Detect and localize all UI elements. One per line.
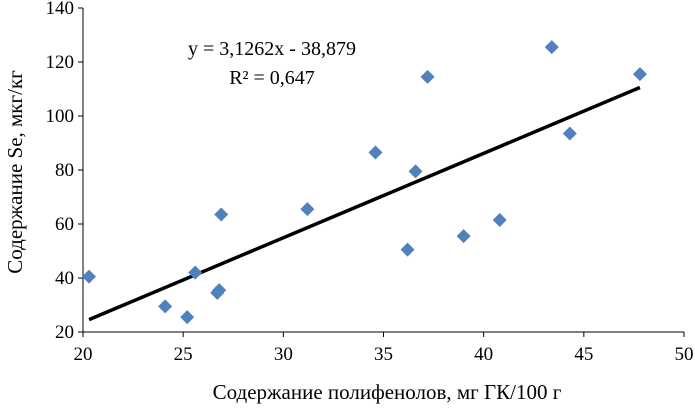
- data-point: [562, 126, 577, 141]
- data-point: [408, 164, 423, 179]
- data-point: [400, 242, 415, 257]
- data-point: [212, 283, 227, 298]
- data-point: [158, 299, 173, 314]
- data-point: [368, 145, 383, 160]
- y-axis-ticks: 20 40 60 80 100 120 140: [46, 0, 83, 343]
- y-tick-label: 40: [55, 268, 74, 289]
- x-tick-label: 35: [374, 344, 393, 365]
- data-point: [420, 69, 435, 84]
- data-point: [492, 212, 507, 227]
- y-tick-label: 60: [55, 214, 74, 235]
- x-tick-label: 30: [274, 344, 293, 365]
- y-tick-label: 120: [46, 52, 75, 73]
- data-point: [632, 67, 647, 82]
- y-tick-label: 100: [46, 106, 75, 127]
- x-tick-label: 40: [474, 344, 493, 365]
- data-point: [456, 229, 471, 244]
- data-point: [180, 310, 195, 325]
- data-point: [214, 207, 229, 222]
- x-tick-label: 50: [675, 344, 694, 365]
- y-tick-label: 140: [46, 0, 75, 19]
- x-tick-label: 25: [174, 344, 193, 365]
- data-point: [300, 202, 315, 217]
- data-point: [82, 269, 97, 284]
- x-tick-label: 45: [574, 344, 593, 365]
- trendline-r-squared: R² = 0,647: [229, 67, 315, 89]
- trendline: [88, 85, 641, 322]
- y-axis-title: Содержание Se, мкг/кг: [3, 70, 27, 274]
- data-point: [188, 265, 203, 280]
- trendline-equation: y = 3,1262x - 38,879: [188, 38, 356, 60]
- trendline-line: [88, 85, 641, 322]
- x-axis-ticks: 20 25 30 35 40 45 50: [74, 332, 694, 365]
- y-tick-label: 80: [55, 160, 74, 181]
- x-axis-title: Содержание полифенолов, мг ГК/100 г: [213, 380, 562, 404]
- y-tick-label: 20: [55, 322, 74, 343]
- data-points: [82, 40, 647, 325]
- data-point: [544, 40, 559, 55]
- x-tick-label: 20: [74, 344, 93, 365]
